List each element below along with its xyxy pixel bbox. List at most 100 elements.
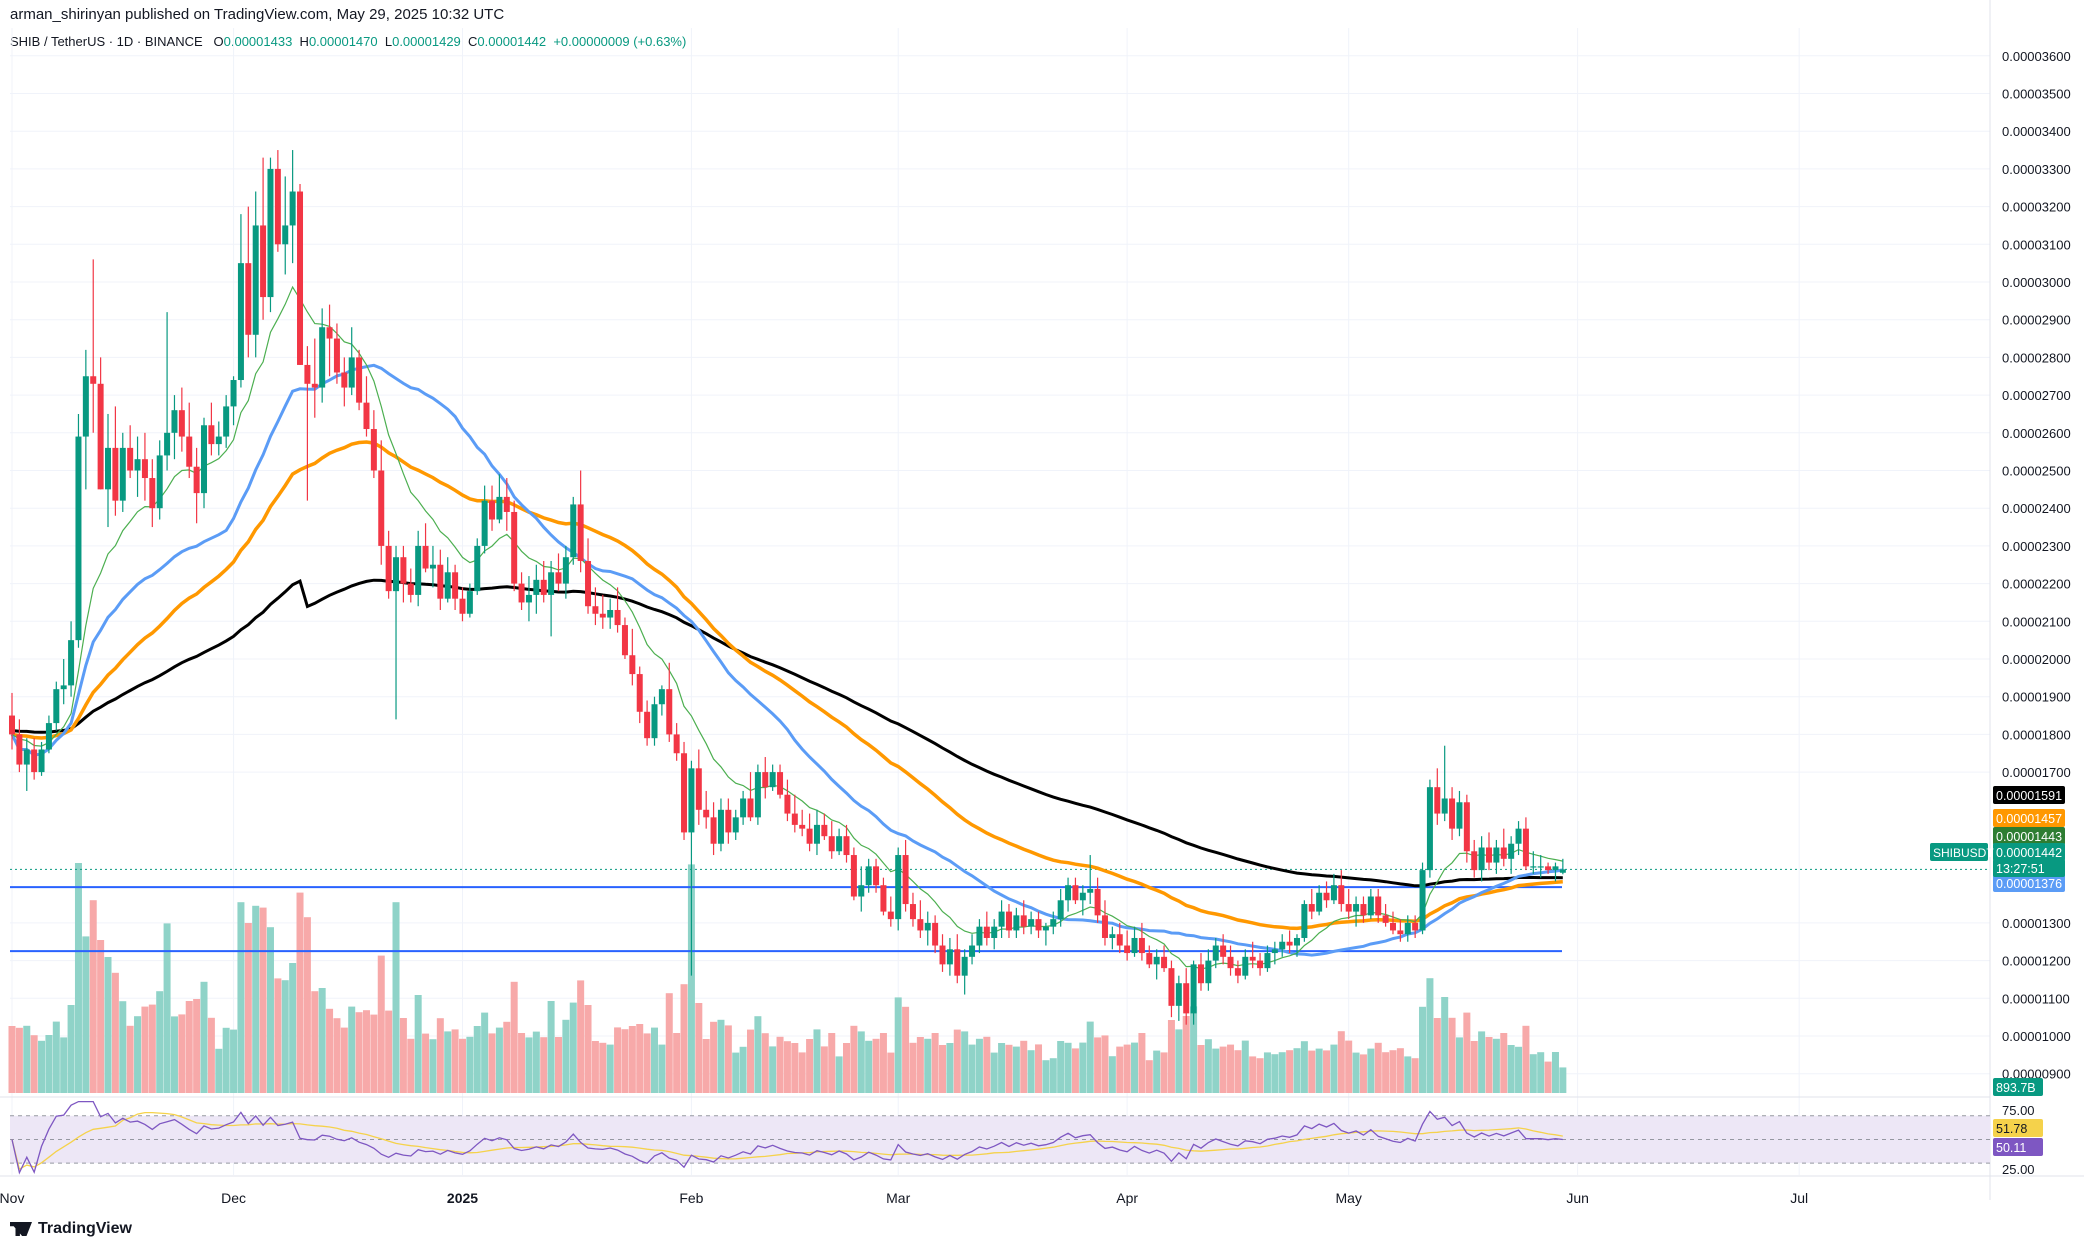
candle-body xyxy=(1522,828,1529,867)
candle-body xyxy=(186,436,193,467)
candle-body xyxy=(754,772,761,818)
candle-body xyxy=(1242,956,1249,976)
candle-body xyxy=(68,640,75,686)
volume-bar xyxy=(215,1048,223,1093)
candle-body xyxy=(1005,911,1012,931)
volume-bar xyxy=(724,1025,732,1093)
rsi-ma-line xyxy=(11,1111,1563,1171)
candle-body xyxy=(1375,896,1382,916)
candle-body xyxy=(1360,904,1367,916)
time-axis: Nov Dec 2025 Feb Mar Apr May Jun Jul xyxy=(0,1190,1808,1206)
low-label: L xyxy=(384,34,393,49)
y-tick-label: 0.00002700 xyxy=(2002,388,2071,403)
volume-bar xyxy=(525,1037,533,1093)
volume-bar xyxy=(820,1046,828,1093)
candle-body xyxy=(437,564,444,599)
candle-body xyxy=(1020,915,1027,927)
ma-value-tag-text: 0.00001376 xyxy=(1996,877,2062,891)
candle-body xyxy=(31,749,38,773)
ticker-tag-text: SHIBUSDT xyxy=(1933,846,1994,860)
volume-bar xyxy=(628,1026,636,1093)
candle-body xyxy=(289,191,296,226)
symbol-name[interactable]: SHIB / TetherUS · 1D · BINANCE xyxy=(10,34,203,49)
ma-value-tag-text: 0.00001591 xyxy=(1996,789,2062,803)
candle-body xyxy=(592,606,599,614)
candle-body xyxy=(577,504,584,561)
volume-bar xyxy=(924,1038,932,1093)
volume-bar xyxy=(843,1043,851,1093)
candle-body xyxy=(38,749,45,773)
volume-bar xyxy=(436,1018,444,1093)
candle-body xyxy=(385,545,392,592)
volume-bar xyxy=(237,902,245,1093)
volume-bar xyxy=(296,892,304,1093)
candle-body xyxy=(1545,866,1552,871)
candle-body xyxy=(422,545,429,569)
volume-bar xyxy=(1079,1042,1087,1093)
candle-body xyxy=(932,922,939,946)
volume-bar xyxy=(1035,1044,1043,1093)
volume-bar xyxy=(1463,1012,1471,1093)
ma-value-tag-bg xyxy=(1993,827,2065,845)
volume-bar xyxy=(1345,1040,1353,1093)
candle-body xyxy=(909,904,916,920)
rsi-value-tag-bg xyxy=(1993,1138,2043,1156)
volume-bar xyxy=(407,1038,415,1093)
volume-bar xyxy=(399,1018,407,1093)
volume-bar xyxy=(732,1052,740,1093)
y-tick-label: 0.00002300 xyxy=(2002,539,2071,554)
candle-body xyxy=(311,383,318,388)
candle-body xyxy=(585,560,592,607)
y-tick-label: 0.00000900 xyxy=(2002,1067,2071,1082)
volume-bar xyxy=(340,1027,348,1093)
candle-body xyxy=(695,768,702,810)
volume-bar xyxy=(614,1027,622,1093)
candle-body xyxy=(1404,922,1411,935)
candle-body xyxy=(9,715,15,735)
candle-body xyxy=(466,591,473,614)
volume-bar xyxy=(362,1010,370,1093)
volume-bar xyxy=(1027,1050,1035,1093)
candle-body xyxy=(1220,945,1227,957)
volume-bar xyxy=(1404,1056,1412,1093)
volume-bar xyxy=(1529,1054,1537,1093)
candle-body xyxy=(533,579,540,595)
candle-body xyxy=(799,824,806,829)
candle-body xyxy=(644,711,651,739)
candle-body xyxy=(1308,904,1315,912)
x-tick-label: Jun xyxy=(1566,1190,1589,1206)
candle-body xyxy=(1449,798,1456,829)
volume-bar xyxy=(665,993,673,1093)
y-tick-label: 0.00003500 xyxy=(2002,87,2071,102)
volume-bar xyxy=(658,1044,666,1093)
candle-body xyxy=(902,855,909,905)
volume-bar xyxy=(717,1019,725,1093)
volume-bar xyxy=(939,1045,947,1093)
candle-body xyxy=(90,376,97,384)
candle-body xyxy=(1124,945,1131,954)
volume-bar xyxy=(1500,1033,1508,1093)
ticker-tag-bg xyxy=(1930,843,1988,861)
volume-bar xyxy=(74,863,82,1093)
candle-body xyxy=(1190,964,1197,1014)
candle-body xyxy=(821,824,828,837)
candle-body xyxy=(1116,934,1123,946)
tradingview-logo[interactable]: TradingView xyxy=(10,1220,132,1238)
y-tick-label: 0.00002500 xyxy=(2002,464,2071,479)
candle-body xyxy=(319,327,326,388)
volume-bar xyxy=(791,1043,799,1093)
candle-body xyxy=(1131,937,1138,954)
volume-bar xyxy=(518,1033,526,1093)
candle-body xyxy=(304,364,311,384)
volume-tag: 893.7B xyxy=(1993,1078,2043,1096)
volume-bar xyxy=(488,1033,496,1093)
volume-bar xyxy=(1337,1031,1345,1093)
candle-body xyxy=(895,855,902,920)
y-tick-label: 0.00001200 xyxy=(2002,954,2071,969)
x-tick-label: Jul xyxy=(1790,1190,1808,1206)
ma-blue-line xyxy=(10,363,1564,957)
candle-body xyxy=(444,572,451,599)
volume-bar xyxy=(429,1039,437,1093)
volume-bar xyxy=(761,1033,769,1093)
